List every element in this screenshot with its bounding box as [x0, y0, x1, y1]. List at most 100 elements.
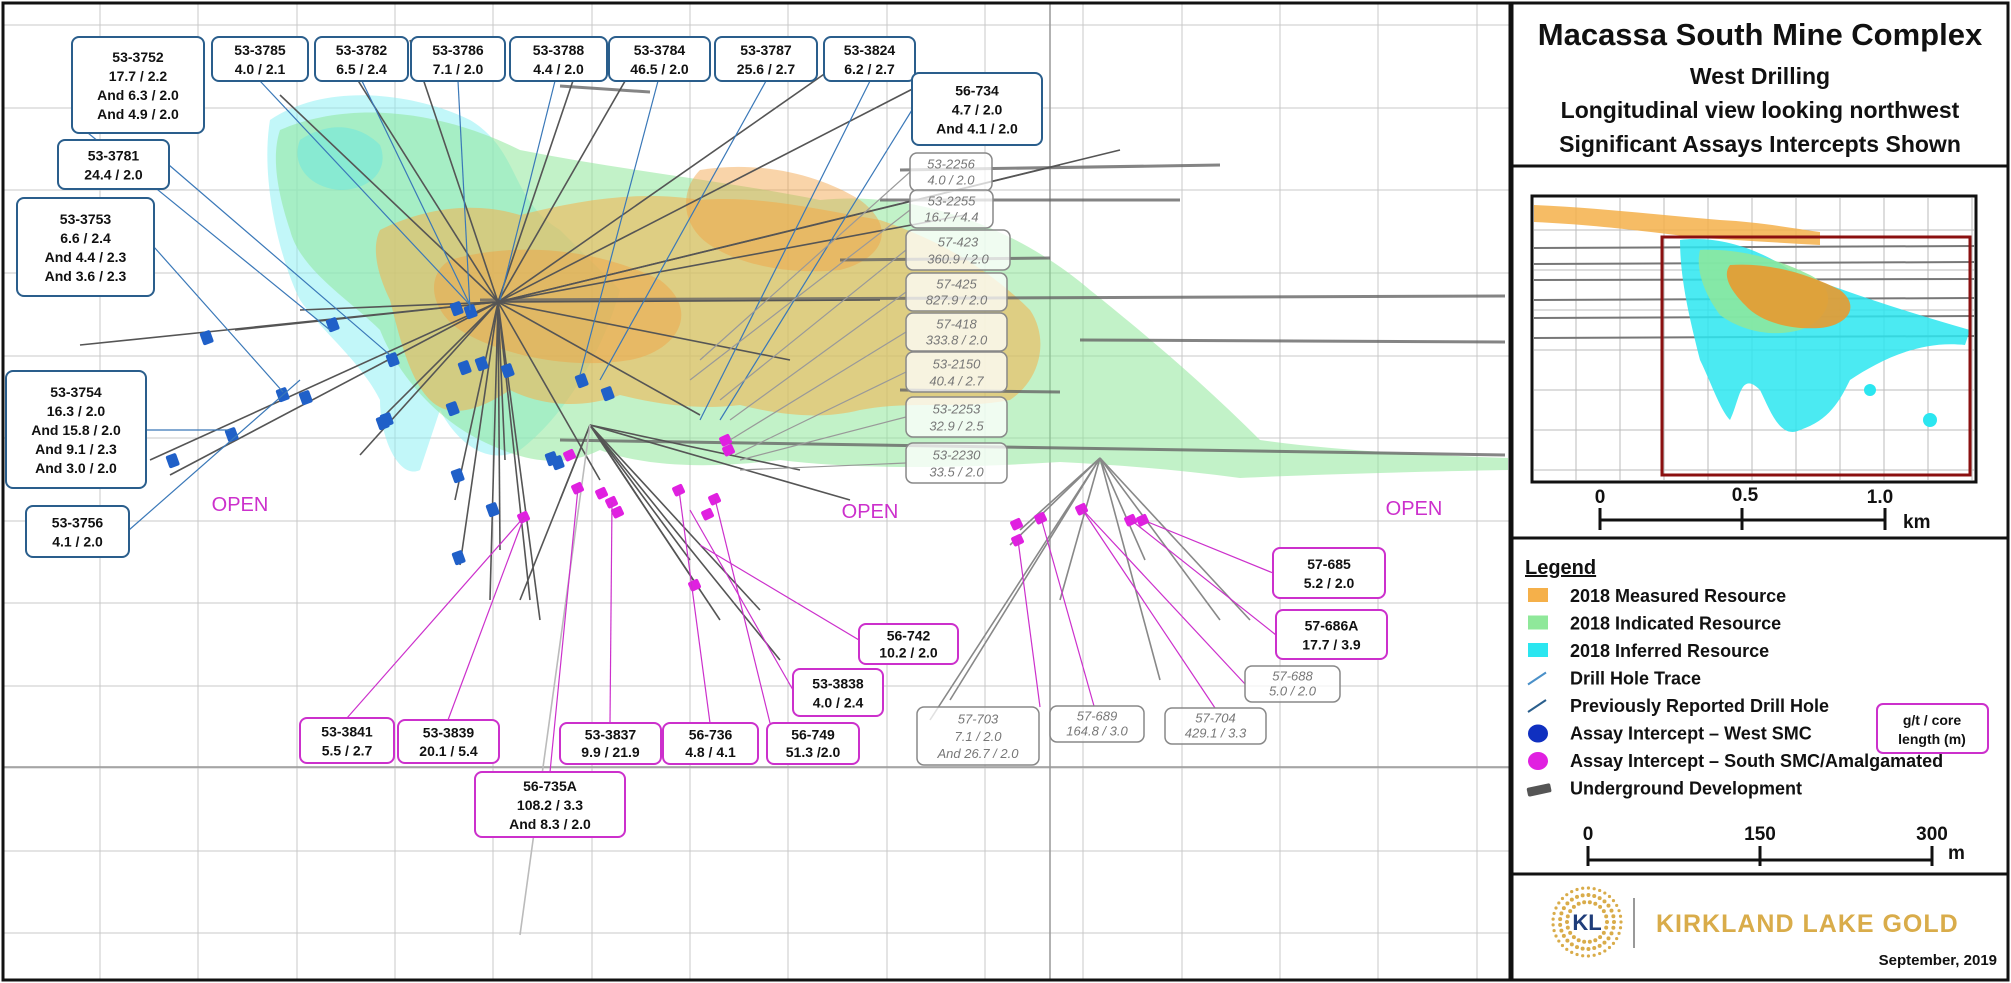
- callout-leader-line: [678, 489, 711, 724]
- callout-assay-value: 6.6 / 2.4: [60, 230, 111, 246]
- logo-dot: [1604, 925, 1609, 930]
- callout-assay-value: And 8.3 / 2.0: [509, 816, 591, 832]
- legend-label: 2018 Measured Resource: [1570, 586, 1786, 606]
- map-title: Macassa South Mine Complex: [1538, 17, 1983, 52]
- callout-assay-value: 5.5 / 2.7: [322, 742, 373, 758]
- callout-assay-value: 5.0 / 2.0: [1269, 684, 1317, 699]
- callout-hole-id: 53-3756: [52, 514, 104, 530]
- callout-leader-line: [168, 164, 391, 356]
- inset-overview-map: 0 0.5 1.0 km: [1530, 194, 1978, 533]
- logo-dot: [1601, 930, 1606, 935]
- legend-line-symbol: [1527, 671, 1547, 686]
- logo-dot: [1551, 923, 1555, 927]
- drill-hole-trace: [497, 59, 581, 303]
- callout-box: [25, 505, 130, 558]
- callout-leader-line: [361, 80, 471, 306]
- development-drift: [1079, 338, 1506, 344]
- callout-leader-line: [699, 544, 860, 641]
- callout-hole-id: 53-3838: [812, 675, 864, 691]
- logo-dot: [1606, 936, 1611, 941]
- drill-hole-trace: [459, 301, 499, 566]
- callout-assay-value: 7.1 / 2.0: [433, 61, 484, 77]
- legend-bar-symbol: [1526, 783, 1552, 797]
- logo-dot: [1571, 904, 1576, 909]
- logo-dot: [1586, 893, 1591, 898]
- inset-inferred-shape: [1923, 413, 1937, 427]
- drill-hole-trace: [497, 149, 1121, 303]
- callout-leader-line: [719, 109, 913, 421]
- drill-hole-trace: [497, 301, 791, 361]
- callout-hole-id: 53-2150: [933, 356, 981, 371]
- callout-assay-value: 9.9 / 21.9: [581, 744, 640, 760]
- callout-assay-value: And 9.1 / 2.3: [35, 441, 117, 457]
- callout-box: [509, 36, 608, 82]
- inset-scale-label: 0: [1595, 487, 1606, 508]
- callout-53-3785: 53-3785 4.0 / 2.1: [211, 36, 309, 82]
- logo-dot: [1587, 900, 1592, 905]
- logo-dot: [1587, 939, 1592, 944]
- title-block-border: [1510, 1, 2010, 168]
- callout-assay-value: 333.8 / 2.0: [926, 332, 988, 347]
- development-drift: [559, 438, 1506, 457]
- callout-assay-value: And 3.6 / 2.3: [45, 268, 127, 284]
- callout-hole-id: 53-2253: [933, 401, 981, 416]
- open-label: OPEN: [212, 494, 269, 516]
- legend-label: Underground Development: [1570, 779, 1802, 799]
- callout-box: [1244, 665, 1341, 703]
- drill-hole-trace: [454, 301, 499, 501]
- title-line: Significant Assays Intercepts Shown: [1559, 131, 1961, 157]
- callout-assay-value: 17.7 / 2.2: [109, 68, 168, 84]
- legend-label: Previously Reported Drill Hole: [1570, 696, 1829, 716]
- callout-leader-line: [259, 80, 471, 306]
- drill-hole-trace: [589, 424, 761, 611]
- callout-hole-id: 53-3782: [336, 42, 388, 58]
- callout-assay-value: And 3.0 / 2.0: [35, 460, 117, 476]
- logo-dot: [1565, 938, 1570, 943]
- callout-assay-value: And 6.3 / 2.0: [97, 87, 179, 103]
- logo-dot: [1604, 914, 1609, 919]
- logo-dot: [1593, 901, 1598, 906]
- callout-leader-line: [599, 80, 767, 381]
- callout-box: [410, 36, 506, 82]
- callout-box: [1164, 707, 1267, 745]
- logo-dot: [1586, 954, 1591, 958]
- logo-dot: [1559, 928, 1564, 933]
- callout-box: [57, 139, 170, 190]
- west-smc-intercept-marker: [485, 502, 500, 518]
- callout-hole-id: 57-685: [1307, 556, 1351, 572]
- callout-assay-value: 46.5 / 2.0: [630, 61, 689, 77]
- callout-53-3787: 53-3787 25.6 / 2.7: [714, 36, 818, 82]
- legend-item: 2018 Indicated Resource: [1528, 614, 1781, 634]
- callout-box: [905, 229, 1011, 271]
- callout-box: [1049, 705, 1145, 743]
- west-smc-intercept-marker: [600, 386, 615, 402]
- callout-assay-value: And 4.1 / 2.0: [936, 120, 1018, 136]
- west-smc-intercept-marker: [449, 301, 464, 317]
- callout-hole-id: 53-2230: [933, 447, 981, 462]
- callout-box: [299, 717, 395, 764]
- logo-dot: [1615, 903, 1619, 908]
- logo-dot: [1586, 886, 1591, 890]
- legend-line-symbol: [1527, 699, 1547, 713]
- callout-53-3784: 53-3784 46.5 / 2.0: [608, 36, 711, 82]
- legend-items: 2018 Measured Resource 2018 Indicated Res…: [1526, 586, 1943, 799]
- callout-hole-id: 57-425: [936, 276, 977, 291]
- logo-dot: [1618, 926, 1623, 930]
- callout-hole-id: 57-418: [936, 316, 977, 331]
- logo-dot: [1582, 900, 1587, 905]
- callout-leader-line: [346, 516, 525, 719]
- legend-label: Assay Intercept – West SMC: [1570, 724, 1812, 744]
- west-smc-intercept-marker: [445, 401, 460, 417]
- drill-hole-trace: [497, 79, 931, 303]
- logo-dot: [1602, 940, 1607, 945]
- logo-dot: [1560, 896, 1565, 901]
- callout-hole-id: 53-2256: [927, 156, 975, 171]
- west-smc-intercept-marker: [375, 415, 390, 431]
- callout-53-3786: 53-3786 7.1 / 2.0: [410, 36, 506, 82]
- drill-hole-trace: [497, 214, 966, 303]
- callout-hole-id: 53-3788: [533, 42, 585, 58]
- legend-swatch: [1528, 615, 1548, 630]
- callout-leader-line: [457, 80, 471, 311]
- logo-dot: [1615, 936, 1619, 941]
